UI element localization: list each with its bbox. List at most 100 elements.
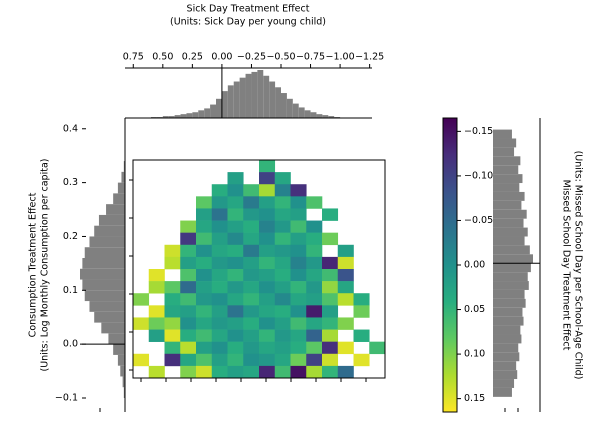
heatmap-cell (322, 208, 339, 221)
histogram-bar (493, 370, 518, 380)
colorbar (442, 117, 458, 413)
histogram-bar (257, 70, 264, 118)
heatmap-cell (259, 281, 276, 294)
chart-title: Sick Day Treatment Effect (187, 4, 310, 15)
histogram-bar (328, 116, 335, 118)
heatmap-cell (259, 365, 276, 379)
heatmap-cell (164, 293, 181, 306)
heatmap-cell (211, 256, 228, 270)
histogram-bar (233, 81, 240, 118)
heatmap-cell (259, 232, 276, 246)
heatmap-cell (196, 281, 213, 294)
heatmap-cell (306, 269, 323, 282)
heatmap-cell (322, 329, 339, 342)
histogram-bar (493, 147, 515, 157)
histogram-bar (89, 236, 125, 248)
heatmap-cell (322, 341, 339, 355)
heatmap-cell (227, 365, 244, 379)
heatmap-cell (227, 220, 244, 233)
histogram-bar (227, 85, 234, 118)
histogram-bar (493, 174, 523, 184)
histogram-bar (298, 107, 305, 118)
heatmap-cell (306, 317, 323, 330)
heatmap-cell (243, 305, 260, 318)
histogram-bar (162, 116, 169, 118)
heatmap-cell (306, 220, 323, 233)
heatmap-cell (196, 244, 213, 258)
heatmap-cell (180, 365, 197, 379)
heatmap-cell (290, 269, 307, 282)
heatmap-cell (180, 220, 197, 233)
histogram-bar (101, 322, 125, 334)
y-tick-label: 0.4 (63, 123, 78, 134)
histogram-bar (275, 87, 281, 118)
heatmap-cell (243, 317, 260, 330)
heatmap-cell (259, 341, 276, 355)
histogram-bar (493, 227, 528, 237)
heatmap-cell (322, 269, 339, 282)
heatmap-cell (148, 365, 165, 379)
histogram-bar (493, 361, 517, 371)
histogram-bar (122, 376, 125, 388)
histogram-bar (286, 98, 293, 118)
histogram-bar (98, 214, 125, 226)
histogram-bar (84, 290, 125, 302)
heatmap-cell (196, 196, 213, 209)
heatmap-cell (227, 256, 244, 270)
histogram-bar (239, 77, 246, 118)
heatmap-cell (211, 305, 228, 318)
heatmap-cell (259, 160, 276, 173)
heatmap-cell (274, 220, 291, 233)
histogram-bar (245, 73, 252, 118)
heatmap-cell (290, 341, 307, 355)
heatmap-cell (227, 196, 244, 209)
heatmap-cell (211, 220, 228, 233)
histogram-bar (493, 245, 530, 255)
heatmap-cell (290, 329, 307, 342)
x-tick-label: −0.75 (296, 52, 325, 63)
histogram-bar (493, 218, 524, 228)
histogram-bar (493, 236, 525, 246)
histogram-bar (493, 281, 529, 290)
heatmap-cell (259, 208, 276, 221)
heatmap-cell (243, 208, 260, 221)
x-tick-label: −1.00 (326, 52, 355, 63)
heatmap-cell (306, 329, 323, 342)
heatmap-cell (227, 232, 244, 246)
heatmap-cell (243, 293, 260, 306)
heatmap-cell (227, 172, 244, 185)
histogram-bar (251, 71, 258, 118)
histogram-bar (493, 325, 521, 335)
heatmap-cell (290, 232, 307, 246)
histogram-bar (304, 110, 311, 118)
histogram-bar (120, 365, 125, 377)
heatmap-cell (180, 353, 197, 367)
histogram-bar (94, 311, 125, 323)
heatmap-cell (164, 281, 181, 294)
histogram-bar (493, 165, 519, 175)
heatmap-cell (196, 220, 213, 233)
y-tick-label: 0.2 (63, 231, 78, 242)
heatmap-cell (133, 293, 150, 306)
heatmap-cell (337, 293, 354, 306)
heatmap-cell (274, 365, 291, 379)
histogram-bar (493, 138, 517, 148)
heatmap-cell (290, 281, 307, 294)
heatmap-cell (227, 353, 244, 367)
heatmap-cell (306, 281, 323, 294)
histogram-bar (493, 334, 522, 344)
histogram-bar (269, 81, 276, 118)
heatmap-cell (274, 293, 291, 306)
heatmap-cell (243, 341, 260, 355)
heatmap-cell (133, 353, 150, 367)
heatmap-cell (196, 208, 213, 221)
heatmap-cell (180, 317, 197, 330)
heatmap-cell (322, 305, 339, 318)
heatmap-cell (274, 196, 291, 209)
heatmap-cell (306, 244, 323, 258)
heatmap-cell (243, 269, 260, 282)
heatmap-cell (274, 184, 291, 197)
heatmap-cell (180, 232, 197, 246)
x-tick-label: 0.25 (182, 52, 203, 63)
